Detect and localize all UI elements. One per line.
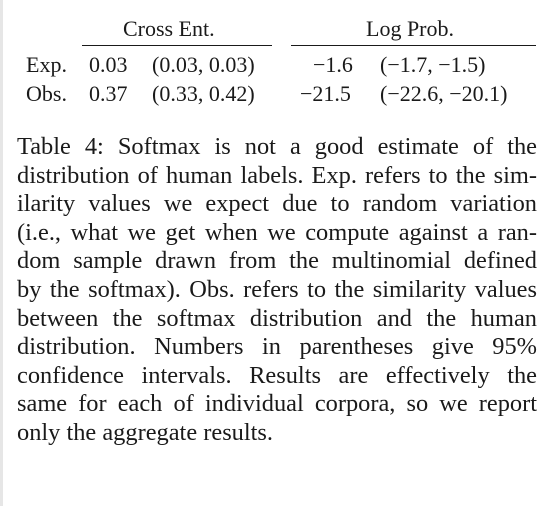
- caption-line: between the softmax distribution and the…: [17, 304, 537, 332]
- caption-line: (i.e., what we get when we compute again…: [17, 218, 537, 246]
- row-label: Exp.: [26, 52, 67, 77]
- scan-edge: [0, 0, 3, 506]
- log-prob-rule: [291, 45, 536, 47]
- log-prob-value: −1.6: [313, 52, 353, 77]
- log-prob-value: −21.5: [300, 81, 351, 106]
- caption-line: confidence intervals. Results are effect…: [17, 361, 537, 389]
- header-log-prob: Log Prob.: [366, 16, 454, 41]
- caption-line: only the aggregate results.: [17, 418, 274, 446]
- caption-line: same for each of individual corpora, so …: [17, 390, 537, 418]
- table-caption: Table 4: Softmax is not a good estimate …: [17, 133, 537, 448]
- row-label: Obs.: [26, 81, 67, 106]
- cross-ent-rule: [82, 45, 272, 47]
- caption-line: by the softmax). Obs. refers to the simi…: [17, 275, 537, 303]
- log-prob-ci: (−22.6, −20.1): [380, 81, 508, 106]
- log-prob-ci: (−1.7, −1.5): [380, 52, 486, 77]
- caption-line: dom sample drawn from the multinomial de…: [17, 247, 537, 275]
- caption-line: Table 4: Softmax is not a good estimate …: [17, 133, 537, 160]
- cross-ent-value: 0.37: [89, 81, 128, 106]
- caption-line: distribution of human labels. Exp. refer…: [17, 161, 537, 189]
- header-cross-ent: Cross Ent.: [123, 16, 215, 41]
- cross-ent-value: 0.03: [89, 52, 128, 77]
- results-table: Cross Ent. Log Prob. Exp. 0.03 (0.03, 0.…: [0, 0, 556, 130]
- cross-ent-ci: (0.03, 0.03): [152, 52, 255, 77]
- caption-line: distribution. Numbers in parentheses giv…: [17, 333, 537, 361]
- caption-line: ilarity values we expect due to random v…: [17, 190, 537, 218]
- cross-ent-ci: (0.33, 0.42): [152, 81, 255, 106]
